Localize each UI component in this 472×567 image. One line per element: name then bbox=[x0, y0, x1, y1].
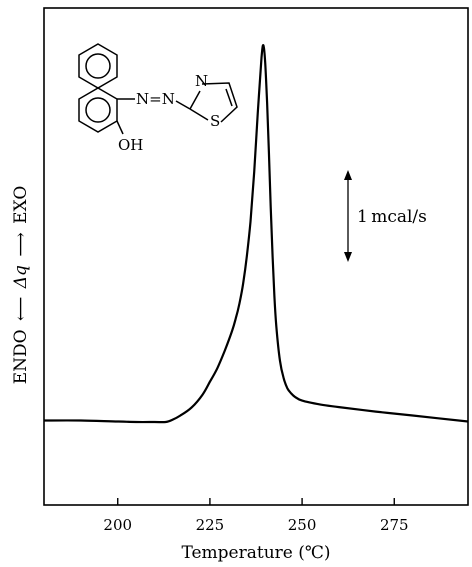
scale-bar: 1 mcal/s bbox=[344, 170, 427, 262]
bond-azo-to-thiazole bbox=[175, 100, 191, 110]
x-tick-label-225: 225 bbox=[196, 516, 225, 534]
dsc-curve-line bbox=[43, 44, 469, 424]
hydroxyl-label: OH bbox=[118, 136, 143, 154]
scale-bar-arrow-down-icon bbox=[344, 252, 352, 262]
scale-bar-label: 1 mcal/s bbox=[357, 207, 427, 227]
x-tick-label-250: 250 bbox=[288, 516, 317, 534]
y-axis-arrow-left: ⟵ bbox=[11, 297, 31, 321]
thiazole-n-label: N bbox=[195, 72, 208, 90]
aromatic-circle-lower bbox=[85, 97, 111, 123]
aromatic-circle-upper bbox=[85, 53, 111, 79]
thiazole-ring bbox=[189, 82, 238, 123]
y-axis-title: ENDO ⟵ Δq ⟶ EXO bbox=[11, 186, 31, 385]
naphthalene-ring-lower bbox=[78, 87, 118, 133]
chemical-structure bbox=[78, 43, 238, 135]
x-axis-ticks bbox=[117, 498, 395, 505]
x-axis-tick-labels: 200 225 250 275 bbox=[103, 516, 408, 534]
thiazole-s-label: S bbox=[210, 112, 220, 130]
plot-frame bbox=[43, 7, 469, 506]
y-axis-arrow-right: ⟶ bbox=[11, 232, 31, 256]
x-axis-title: Temperature (℃) bbox=[181, 543, 330, 563]
scale-bar-arrow-up-icon bbox=[344, 170, 352, 180]
x-tick-label-275: 275 bbox=[380, 516, 409, 534]
azo-label: N=N bbox=[136, 90, 175, 108]
bond-ring-to-oh bbox=[116, 120, 124, 135]
y-axis-endo: ENDO bbox=[11, 329, 31, 384]
naphthalene-ring-upper bbox=[78, 43, 118, 89]
thiazole-double-bond bbox=[225, 88, 233, 107]
y-axis-delta-q: Δq bbox=[11, 265, 31, 289]
chemical-structure-labels: N=N OH N S bbox=[118, 72, 220, 154]
y-axis-exo: EXO bbox=[11, 186, 31, 224]
x-tick-label-200: 200 bbox=[103, 516, 132, 534]
